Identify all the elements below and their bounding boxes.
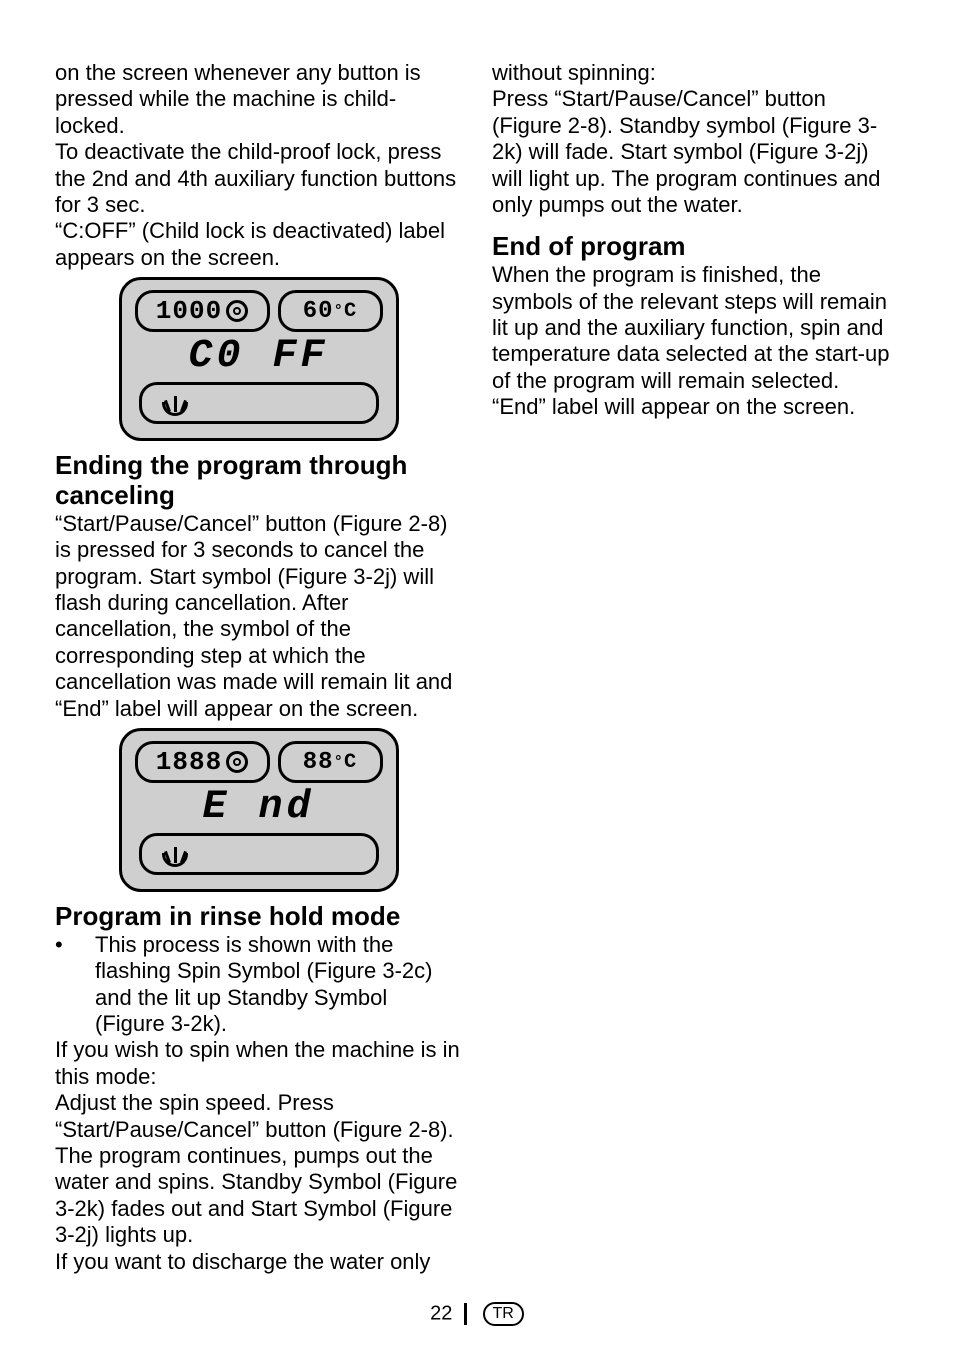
body-text: Adjust the spin speed. Press “Start/Paus… bbox=[55, 1090, 462, 1248]
section-heading: End of program bbox=[492, 232, 899, 262]
spin-icon bbox=[226, 300, 248, 322]
lcd-frame: 1000 60°C C0 FF bbox=[119, 277, 399, 441]
lcd-spin-pill: 1888 bbox=[135, 741, 270, 783]
bullet-item: • This process is shown with the flashin… bbox=[55, 932, 462, 1038]
lcd-temp-pill: 60°C bbox=[278, 290, 383, 332]
lcd-display-end: 1888 88°C E nd bbox=[119, 728, 399, 892]
language-badge: TR bbox=[483, 1302, 524, 1326]
lcd-temp-value: 88 bbox=[303, 749, 334, 776]
left-column: on the screen whenever any button is pre… bbox=[55, 60, 462, 1275]
lcd-display-coff: 1000 60°C C0 FF bbox=[119, 277, 399, 441]
right-column: without spinning: Press “Start/Pause/Can… bbox=[492, 60, 899, 1275]
page-number: 22 bbox=[430, 1302, 452, 1324]
body-text: When the program is finished, the symbol… bbox=[492, 262, 899, 420]
lcd-temp-value: 60 bbox=[303, 298, 334, 325]
body-text: “C:OFF” (Child lock is deactivated) labe… bbox=[55, 218, 462, 271]
lcd-spin-value: 1000 bbox=[156, 296, 222, 326]
lcd-bottom-pill bbox=[139, 833, 379, 875]
page-footer: 22 TR bbox=[0, 1302, 954, 1326]
power-icon bbox=[162, 843, 190, 865]
lcd-message: C0 FF bbox=[132, 336, 386, 378]
lcd-spin-value: 1888 bbox=[156, 747, 222, 777]
lcd-top-row: 1888 88°C bbox=[132, 741, 386, 783]
body-text: without spinning: bbox=[492, 60, 899, 86]
body-text: Press “Start/Pause/Cancel” button (Figur… bbox=[492, 86, 899, 218]
section-heading: Ending the program through canceling bbox=[55, 451, 462, 511]
degree-symbol: ° bbox=[334, 753, 344, 771]
spin-icon bbox=[226, 751, 248, 773]
degree-symbol: ° bbox=[334, 302, 344, 320]
page-body: on the screen whenever any button is pre… bbox=[0, 0, 954, 1275]
footer-divider bbox=[464, 1303, 467, 1325]
body-text: To deactivate the child-proof lock, pres… bbox=[55, 139, 462, 218]
lcd-top-row: 1000 60°C bbox=[132, 290, 386, 332]
body-text: “Start/Pause/Cancel” button (Figure 2-8)… bbox=[55, 511, 462, 722]
body-text: If you wish to spin when the machine is … bbox=[55, 1037, 462, 1090]
section-heading: Program in rinse hold mode bbox=[55, 902, 462, 932]
temp-unit: C bbox=[344, 300, 357, 323]
lcd-message: E nd bbox=[132, 787, 386, 829]
body-text: on the screen whenever any button is pre… bbox=[55, 60, 462, 139]
lcd-temp-pill: 88°C bbox=[278, 741, 383, 783]
temp-unit: C bbox=[344, 751, 357, 774]
lcd-frame: 1888 88°C E nd bbox=[119, 728, 399, 892]
lcd-bottom-pill bbox=[139, 382, 379, 424]
body-text: If you want to discharge the water only bbox=[55, 1249, 462, 1275]
power-icon bbox=[162, 392, 190, 414]
bullet-marker: • bbox=[55, 932, 95, 1038]
bullet-text: This process is shown with the flashing … bbox=[95, 932, 462, 1038]
lcd-spin-pill: 1000 bbox=[135, 290, 270, 332]
